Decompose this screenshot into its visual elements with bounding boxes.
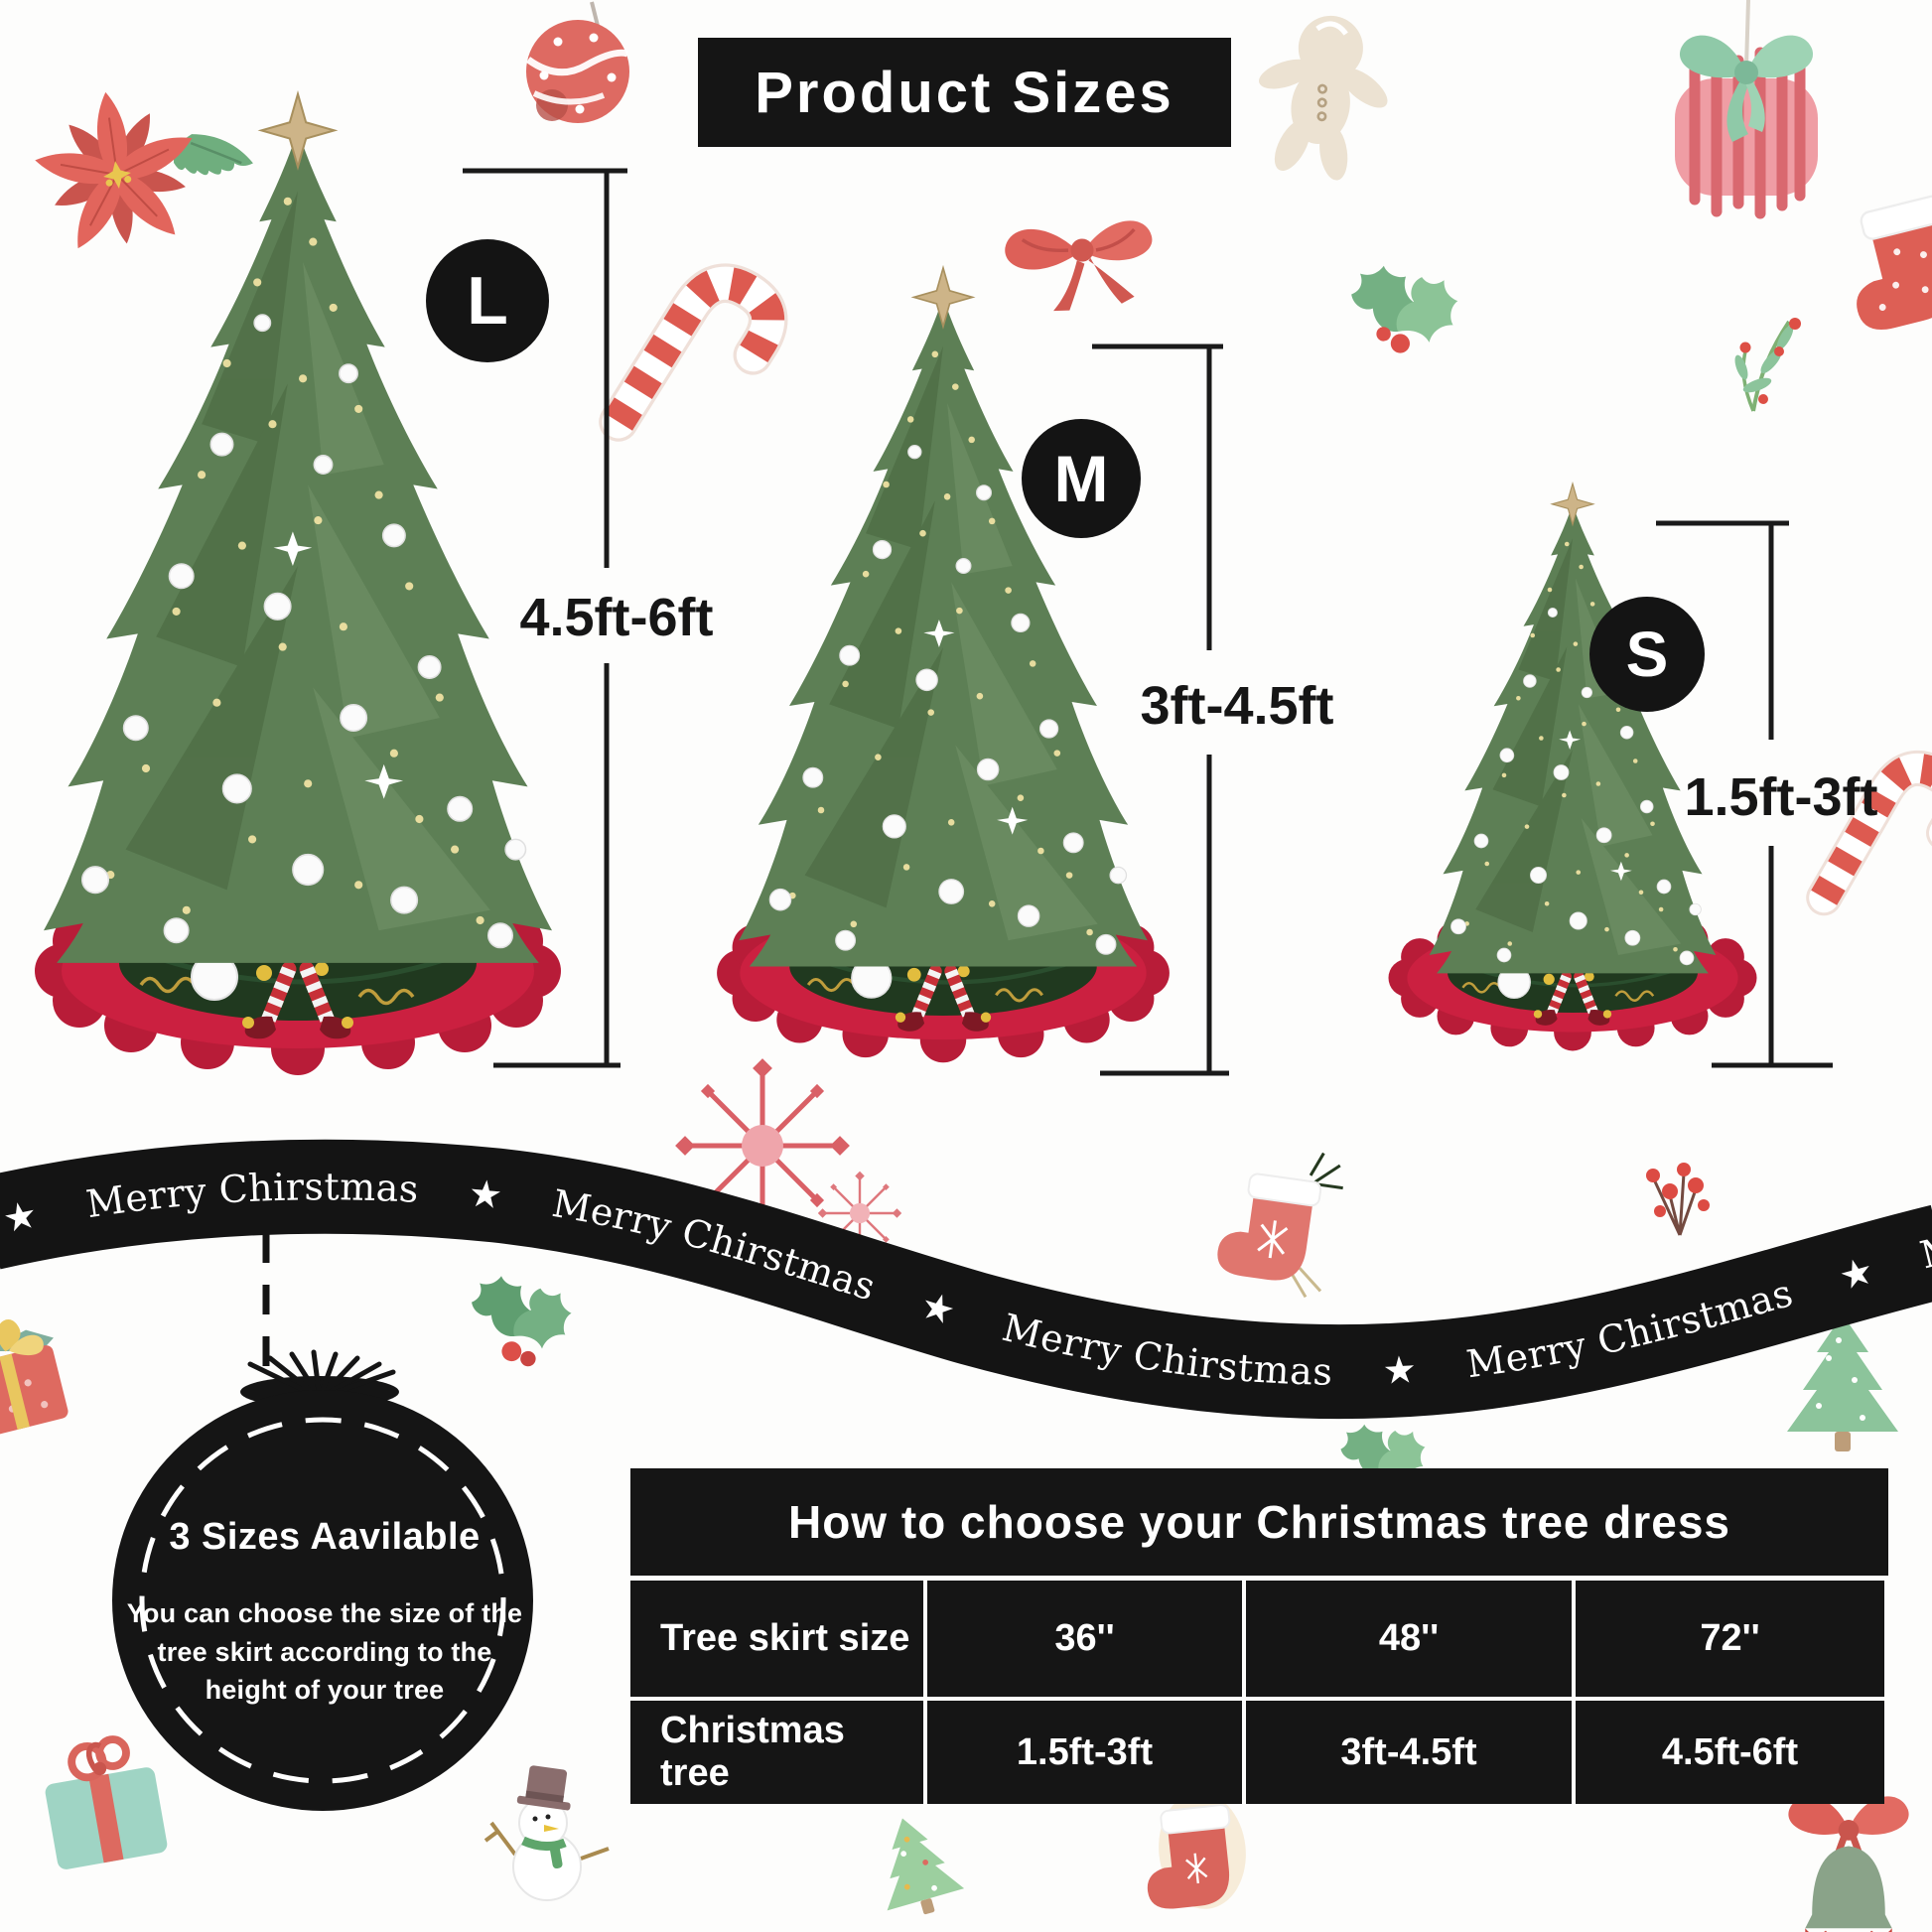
ornament-ball-icon [525, 1, 629, 123]
table-cell: 36'' [927, 1581, 1242, 1697]
badge-line: You can choose the size of the [126, 1598, 523, 1628]
tree-icon [1787, 1314, 1898, 1451]
hanging-ornament-icon [1675, 0, 1818, 219]
size-table: How to choose your Christmas tree dress … [630, 1468, 1888, 1804]
table-grid: Tree skirt size 36'' 48'' 72'' Christmas… [630, 1581, 1888, 1804]
badge-title: 3 Sizes Aavilable [169, 1516, 481, 1558]
page-title-banner: Product Sizes [698, 38, 1231, 147]
ornament-badge-text: 3 Sizes Aavilable You can choose the siz… [121, 1511, 528, 1710]
tree-icon [864, 1807, 969, 1925]
table-cell: 48'' [1246, 1581, 1572, 1697]
dimension-lines [463, 168, 1833, 1076]
berry-sprig-icon [1646, 1163, 1710, 1236]
candy-cane-icon [619, 269, 780, 464]
size-letter: M [1054, 442, 1109, 515]
badge-line: tree skirt according to the [157, 1636, 492, 1667]
mistletoe-icon [1734, 318, 1801, 412]
gift-icon [0, 1318, 69, 1438]
table-cell: 4.5ft-6ft [1576, 1701, 1884, 1804]
holly-icon [1342, 252, 1472, 356]
size-badge-medium: M [1022, 419, 1141, 538]
size-range-label: 3ft-4.5ft [1140, 676, 1333, 736]
size-letter: S [1626, 619, 1669, 690]
page-title: Product Sizes [755, 60, 1174, 125]
gift-icon [44, 1735, 169, 1871]
holly-icon [464, 1264, 585, 1367]
table-cell: 3ft-4.5ft [1246, 1701, 1572, 1804]
stocking-icon [1138, 1792, 1246, 1912]
table-header: How to choose your Christmas tree dress [630, 1468, 1888, 1576]
snowman-icon [483, 1765, 610, 1901]
table-cell: 72'' [1576, 1581, 1884, 1697]
table-title: How to choose your Christmas tree dress [787, 1496, 1731, 1548]
gingerbread-icon [1259, 15, 1388, 181]
size-badge-small: S [1589, 597, 1705, 712]
size-range-label: 4.5ft-6ft [519, 588, 713, 647]
size-badge-large: L [426, 239, 549, 362]
size-range-label: 1.5ft-3ft [1684, 767, 1877, 827]
table-row-label: Tree skirt size [630, 1581, 923, 1697]
table-row-label: Christmas tree [630, 1701, 923, 1804]
table-cell: 1.5ft-3ft [927, 1701, 1242, 1804]
badge-line: height of your tree [205, 1675, 445, 1705]
red-bow-icon [1005, 220, 1153, 312]
stocking-icon [1834, 193, 1932, 338]
christmas-tree-medium [717, 267, 1170, 1062]
ornament-badge [112, 1349, 533, 1811]
size-letter: L [467, 263, 508, 339]
poinsettia-icon [35, 91, 253, 249]
bell-icon [1788, 1796, 1909, 1932]
badge-dashed-border [139, 1417, 506, 1784]
stocking-icon [1213, 1152, 1343, 1299]
